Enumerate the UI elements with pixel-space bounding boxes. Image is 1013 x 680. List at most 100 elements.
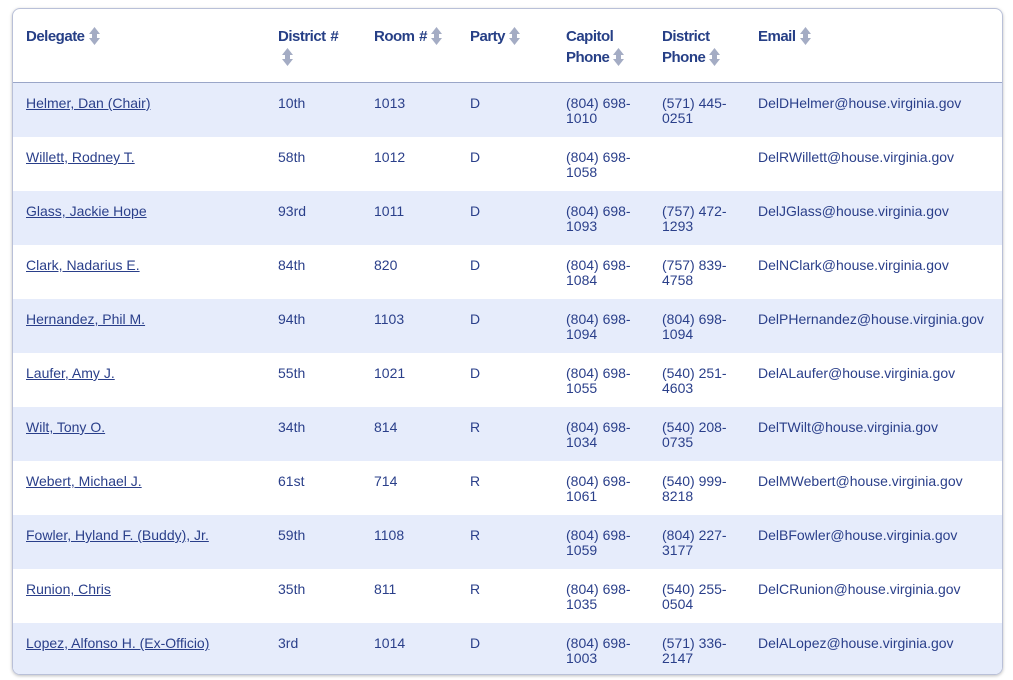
cell: 35th: [265, 569, 361, 623]
cell: D: [457, 623, 553, 674]
district-phone: (757) 472-1293: [662, 203, 727, 234]
sort-icon[interactable]: [282, 48, 293, 66]
party: D: [470, 95, 481, 111]
delegate-link[interactable]: Webert, Michael J.: [26, 473, 142, 489]
delegate-link[interactable]: Wilt, Tony O.: [26, 419, 106, 435]
sort-icon[interactable]: [88, 27, 100, 45]
cell: DelTWilt@house.virginia.gov: [745, 407, 1002, 461]
cell: DelALopez@house.virginia.gov: [745, 623, 1002, 674]
cell: D: [457, 82, 553, 137]
delegate-row: Glass, Jackie Hope 93rd 1011 D (804) 698-109…: [13, 191, 1002, 245]
cell: 1011: [361, 191, 457, 245]
cell: (571) 336-2147: [649, 623, 745, 674]
delegate-link[interactable]: Helmer, Dan (Chair): [26, 95, 151, 111]
delegate-link[interactable]: Lopez, Alfonso H. (Ex-Officio): [26, 635, 210, 651]
email: DelMWebert@house.virginia.gov: [758, 473, 963, 489]
room: 811: [374, 581, 397, 597]
district-phone: (540) 251-4603: [662, 365, 727, 396]
sort-icon[interactable]: [431, 27, 443, 45]
cell: 34th: [265, 407, 361, 461]
cell: 714: [361, 461, 457, 515]
cell: DelCRunion@house.virginia.gov: [745, 569, 1002, 623]
sort-icon[interactable]: [799, 27, 811, 45]
cell: (757) 472-1293: [649, 191, 745, 245]
capitol-phone: (804) 698-1055: [566, 365, 631, 396]
delegate-row: Webert, Michael J. 61st 714 R (804) 698-1061…: [13, 461, 1002, 515]
header-row: Delegate District # Room # Party Capitol Pho…: [13, 9, 1002, 83]
cell: (804) 698-1055: [553, 353, 649, 407]
room: 1014: [374, 635, 406, 651]
room: 1103: [374, 311, 405, 327]
cell: (540) 208-0735: [649, 407, 745, 461]
capitol-phone: (804) 698-1058: [566, 149, 631, 180]
delegate-link[interactable]: Glass, Jackie Hope: [26, 203, 147, 219]
email: DelBFowler@house.virginia.gov: [758, 527, 958, 543]
sort-icon[interactable]: [709, 48, 721, 66]
cell: D: [457, 245, 553, 299]
cell: Runion, Chris: [13, 569, 265, 623]
delegate-row: Helmer, Dan (Chair) 10th 1013 D (804) 698-10…: [13, 82, 1002, 137]
cell: Wilt, Tony O.: [13, 407, 265, 461]
email: DelPHernandez@house.virginia.gov: [758, 311, 984, 327]
header-label[interactable]: District Phone: [662, 28, 710, 66]
table-body: Helmer, Dan (Chair) 10th 1013 D (804) 698-10…: [13, 82, 1002, 674]
district-phone: (571) 336-2147: [662, 635, 727, 666]
cell: 3rd: [265, 623, 361, 674]
delegate-row: Willett, Rodney T. 58th 1012 D (804) 698-105…: [13, 137, 1002, 191]
delegates-table: Delegate District # Room # Party Capitol Pho…: [13, 9, 1002, 674]
cell: D: [457, 353, 553, 407]
cell: Laufer, Amy J.: [13, 353, 265, 407]
capitol-phone: (804) 698-1035: [566, 581, 631, 612]
district-phone: (540) 999-8218: [662, 473, 727, 504]
cell: (804) 227-3177: [649, 515, 745, 569]
cell: 1103: [361, 299, 457, 353]
district-phone: (571) 445-0251: [662, 95, 727, 126]
party: R: [470, 527, 481, 543]
header-label[interactable]: Email: [758, 28, 796, 45]
district: 35th: [278, 581, 306, 597]
email: DelALopez@house.virginia.gov: [758, 635, 954, 651]
delegate-link[interactable]: Clark, Nadarius E.: [26, 257, 140, 273]
district: 61st: [278, 473, 305, 489]
delegate-row: Fowler, Hyland F. (Buddy), Jr. 59th 1108 R (…: [13, 515, 1002, 569]
cell: 1108: [361, 515, 457, 569]
sort-icon[interactable]: [509, 27, 521, 45]
cell: (804) 698-1035: [553, 569, 649, 623]
cell: (804) 698-1094: [553, 299, 649, 353]
cell: R: [457, 407, 553, 461]
cell: 84th: [265, 245, 361, 299]
header-label[interactable]: Capitol Phone: [566, 28, 614, 66]
delegate-link[interactable]: Fowler, Hyland F. (Buddy), Jr.: [26, 527, 209, 543]
party: R: [470, 419, 481, 435]
cell: R: [457, 515, 553, 569]
cell: D: [457, 299, 553, 353]
delegate-link[interactable]: Laufer, Amy J.: [26, 365, 115, 381]
delegate-link[interactable]: Hernandez, Phil M.: [26, 311, 146, 327]
delegate-row: Lopez, Alfonso H. (Ex-Officio) 3rd 1014 D (8…: [13, 623, 1002, 674]
capitol-phone: (804) 698-1034: [566, 419, 631, 450]
district: 94th: [278, 311, 306, 327]
cell: Webert, Michael J.: [13, 461, 265, 515]
delegate-row: Runion, Chris 35th 811 R (804) 698-1035 (540)…: [13, 569, 1002, 623]
cell: 10th: [265, 82, 361, 137]
header-label[interactable]: District #: [278, 28, 339, 45]
delegate-link[interactable]: Willett, Rodney T.: [26, 149, 135, 165]
party: D: [470, 257, 481, 273]
email: DelJGlass@house.virginia.gov: [758, 203, 949, 219]
cell: 55th: [265, 353, 361, 407]
delegate-row: Clark, Nadarius E. 84th 820 D (804) 698-1084…: [13, 245, 1002, 299]
cell: (571) 445-0251: [649, 82, 745, 137]
sort-icon[interactable]: [613, 48, 625, 66]
header-label[interactable]: Party: [470, 28, 506, 45]
column-header: Room #: [361, 9, 457, 83]
cell: DelALaufer@house.virginia.gov: [745, 353, 1002, 407]
cell: (540) 999-8218: [649, 461, 745, 515]
email: DelALaufer@house.virginia.gov: [758, 365, 956, 381]
delegate-link[interactable]: Runion, Chris: [26, 581, 111, 597]
cell: (804) 698-1061: [553, 461, 649, 515]
cell: Willett, Rodney T.: [13, 137, 265, 191]
cell: (804) 698-1010: [553, 82, 649, 137]
header-label[interactable]: Room #: [374, 28, 428, 45]
cell: [649, 137, 745, 191]
header-label[interactable]: Delegate: [26, 28, 85, 45]
